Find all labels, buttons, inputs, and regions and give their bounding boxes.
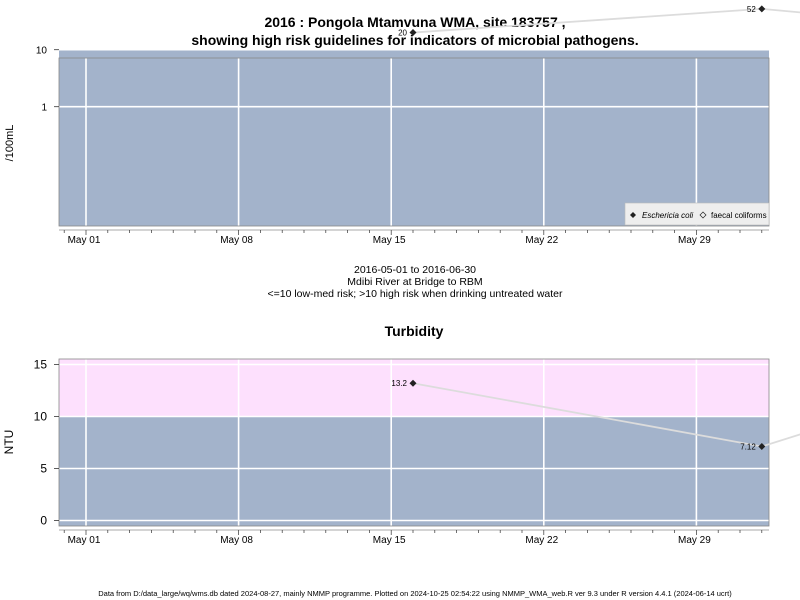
y-axis-title: NTU [2,430,16,455]
data-point [758,5,766,13]
series-line [412,7,800,34]
low-risk-band [59,49,769,227]
x-tick-label: May 29 [678,235,711,246]
data-label: 52 [747,5,756,14]
y-tick-label: 1 [41,103,47,114]
x-tick-label: May 01 [68,535,101,546]
x-tick-label: May 15 [373,535,406,546]
low-risk-band [59,416,769,526]
x-tick-label: May 29 [678,535,711,546]
y-tick-label: 10 [36,46,48,57]
legend-marker-faecal [699,211,707,219]
plot-border [58,358,770,527]
data-point [409,379,417,387]
x-tick-label: May 15 [373,235,406,246]
data-point [409,29,417,37]
data-label: 20 [398,29,407,38]
chart-title-line1: 2016 : Pongola Mtamvuna WMA, site 183757… [264,14,566,30]
chart-title-line2: showing high risk guidelines for indicat… [191,32,639,48]
date-range-caption: 2016-05-01 to 2016-06-30 [353,264,476,276]
data-label: 7.12 [740,442,756,451]
x-tick-label: May 22 [525,535,558,546]
risk-caption: <=10 low-med risk; >10 high risk when dr… [267,288,563,300]
legend-marker-ecoli [630,212,636,218]
x-tick-label: May 08 [220,235,253,246]
y-tick-label: 10 [34,410,48,424]
y-axis-title: /100mL [4,125,16,162]
data-point [758,442,766,450]
y-tick-label: 15 [34,358,48,372]
footer-note: Data from D:/data_large/wq/wms.db dated … [98,589,732,598]
data-label: 13.2 [391,379,407,388]
plot-border [58,57,770,227]
panel-title: Turbidity [385,323,444,339]
x-tick-label: May 22 [525,235,558,246]
legend-label-faecal: faecal coliforms [711,211,767,220]
x-tick-label: May 08 [220,535,253,546]
site-caption: Mdibi River at Bridge to RBM [347,276,483,288]
legend-box [624,202,770,226]
legend-label-ecoli: Eschericia coli [642,211,693,220]
y-tick-label: 0 [40,514,47,528]
high-risk-band [59,359,769,417]
x-tick-label: May 01 [68,235,101,246]
y-tick-label: 5 [40,462,47,476]
